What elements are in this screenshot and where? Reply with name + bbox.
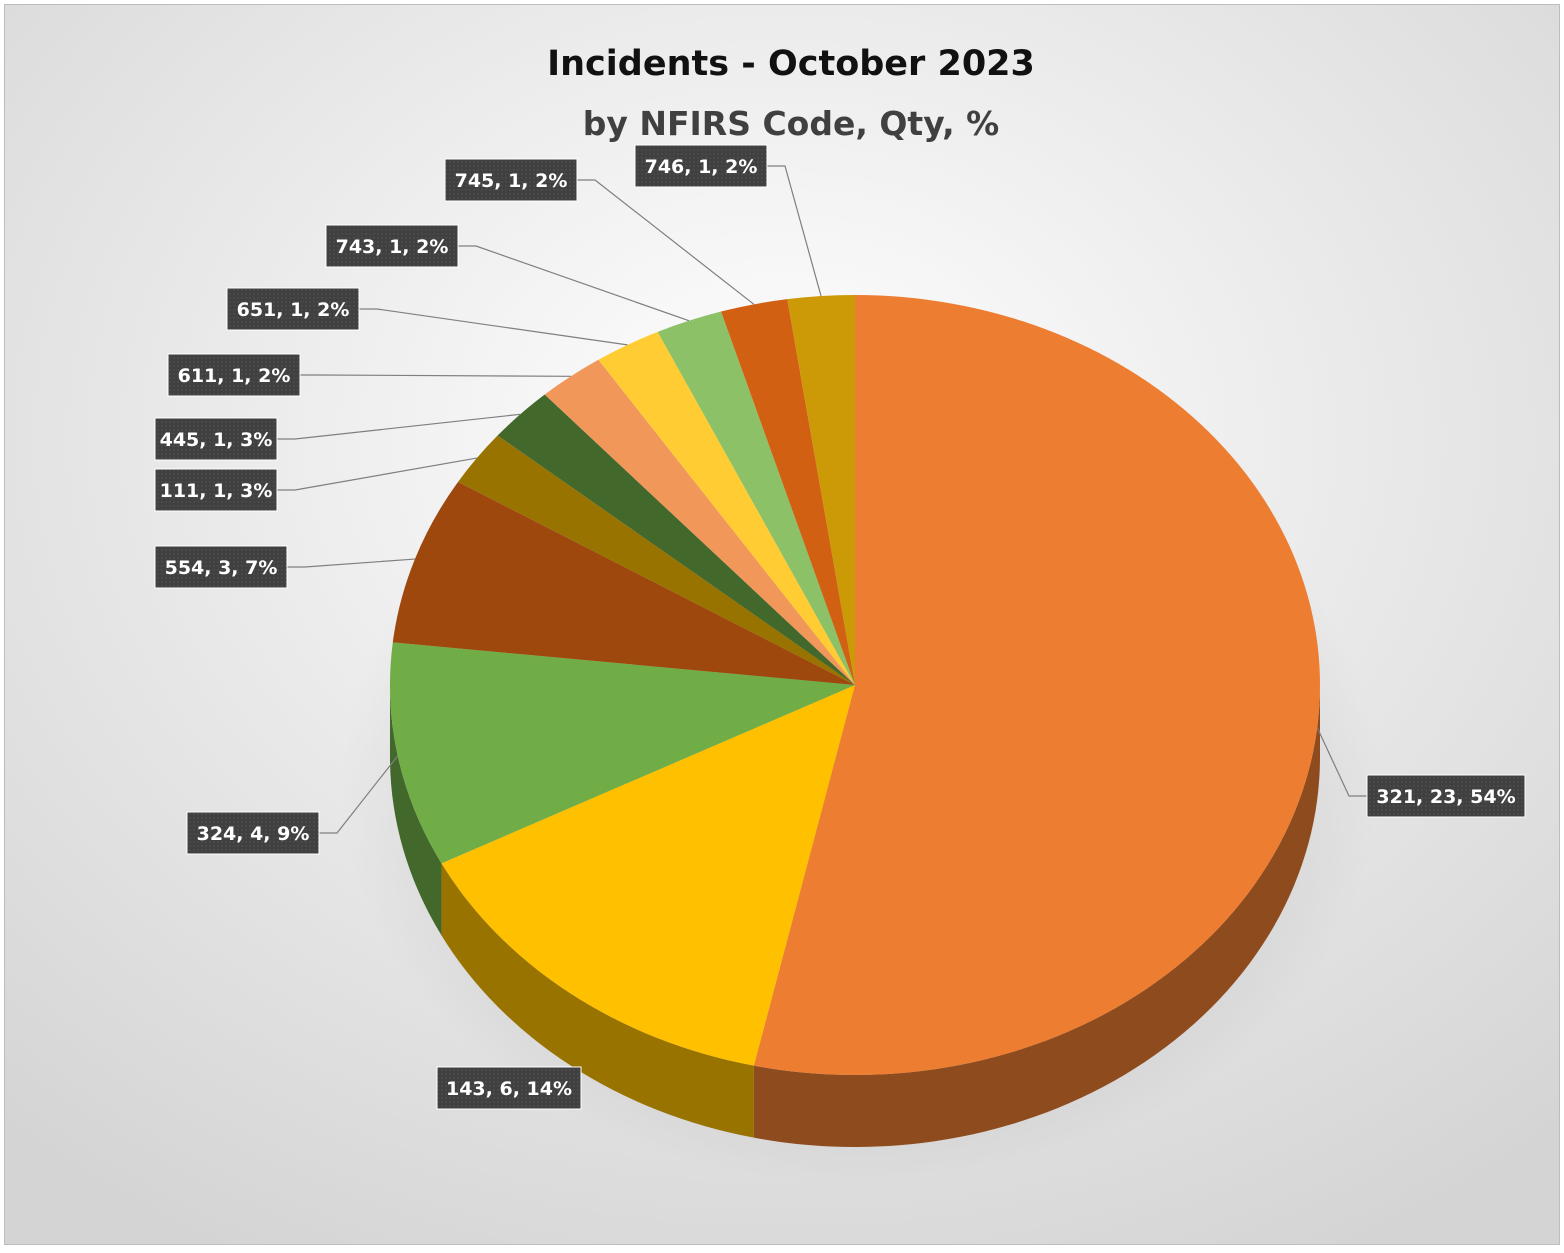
chart-subtitle: by NFIRS Code, Qty, % bbox=[583, 104, 1000, 143]
leader-line-611 bbox=[300, 374, 571, 377]
pie-side-321 bbox=[753, 685, 1320, 1147]
pie-slice-324 bbox=[390, 642, 855, 864]
leader-line-321 bbox=[1316, 727, 1367, 797]
pie-slice-746 bbox=[787, 295, 855, 685]
data-label-554: 554, 3, 7% bbox=[165, 557, 278, 579]
data-label-324: 324, 4, 9% bbox=[197, 823, 310, 845]
data-label-143: 143, 6, 14% bbox=[446, 1078, 572, 1100]
data-label-box-611 bbox=[167, 353, 301, 397]
data-label-box-321 bbox=[1366, 774, 1526, 818]
pie-slice-743 bbox=[657, 311, 855, 685]
data-label-box-746 bbox=[634, 144, 768, 188]
data-label-651: 651, 1, 2% bbox=[237, 299, 350, 321]
pie-slice-445 bbox=[497, 394, 855, 685]
chart-area: 321, 23, 54% 143, 6, 14% 324, 4, 9% 554, 3,… bbox=[4, 4, 1560, 1245]
pie-slice-143 bbox=[441, 685, 855, 1066]
pie-slice-611 bbox=[544, 359, 855, 685]
pie-chart: 321, 23, 54% 143, 6, 14% 324, 4, 9% 554, 3,… bbox=[5, 5, 1559, 1244]
data-label-111: 111, 1, 3% bbox=[160, 480, 273, 502]
leader-line-651 bbox=[359, 308, 628, 346]
chart-title: Incidents - October 2023 bbox=[547, 44, 1035, 84]
pie-slice-111 bbox=[458, 435, 855, 685]
data-label-box-745 bbox=[444, 158, 578, 202]
leader-line-746 bbox=[767, 165, 822, 297]
pie-slice-554 bbox=[392, 481, 855, 685]
leader-line-745 bbox=[577, 179, 755, 305]
leader-line-554 bbox=[287, 558, 415, 568]
leader-line-445 bbox=[277, 413, 521, 440]
data-label-321: 321, 23, 54% bbox=[1376, 786, 1515, 808]
data-label-box-445 bbox=[154, 417, 278, 461]
data-label-746: 746, 1, 2% bbox=[645, 156, 758, 178]
data-label-box-743 bbox=[325, 224, 459, 268]
leader-line-743 bbox=[458, 245, 690, 322]
data-label-box-554 bbox=[154, 545, 288, 589]
data-label-box-651 bbox=[226, 287, 360, 331]
leader-line-324 bbox=[319, 755, 399, 834]
data-label-743: 743, 1, 2% bbox=[336, 236, 449, 258]
pie-slice-651 bbox=[598, 331, 855, 685]
data-label-box-143 bbox=[436, 1066, 582, 1110]
pie-side-324 bbox=[390, 685, 442, 936]
data-label-box-324 bbox=[186, 811, 320, 855]
data-label-445: 445, 1, 3% bbox=[160, 429, 273, 451]
data-label-745: 745, 1, 2% bbox=[455, 170, 568, 192]
data-label-611: 611, 1, 2% bbox=[178, 365, 291, 387]
pie-slice-321 bbox=[753, 295, 1321, 1075]
data-label-box-111 bbox=[154, 468, 278, 512]
pie-slice-745 bbox=[721, 299, 855, 685]
leader-line-111 bbox=[277, 457, 477, 491]
pie-side-143 bbox=[441, 863, 754, 1138]
